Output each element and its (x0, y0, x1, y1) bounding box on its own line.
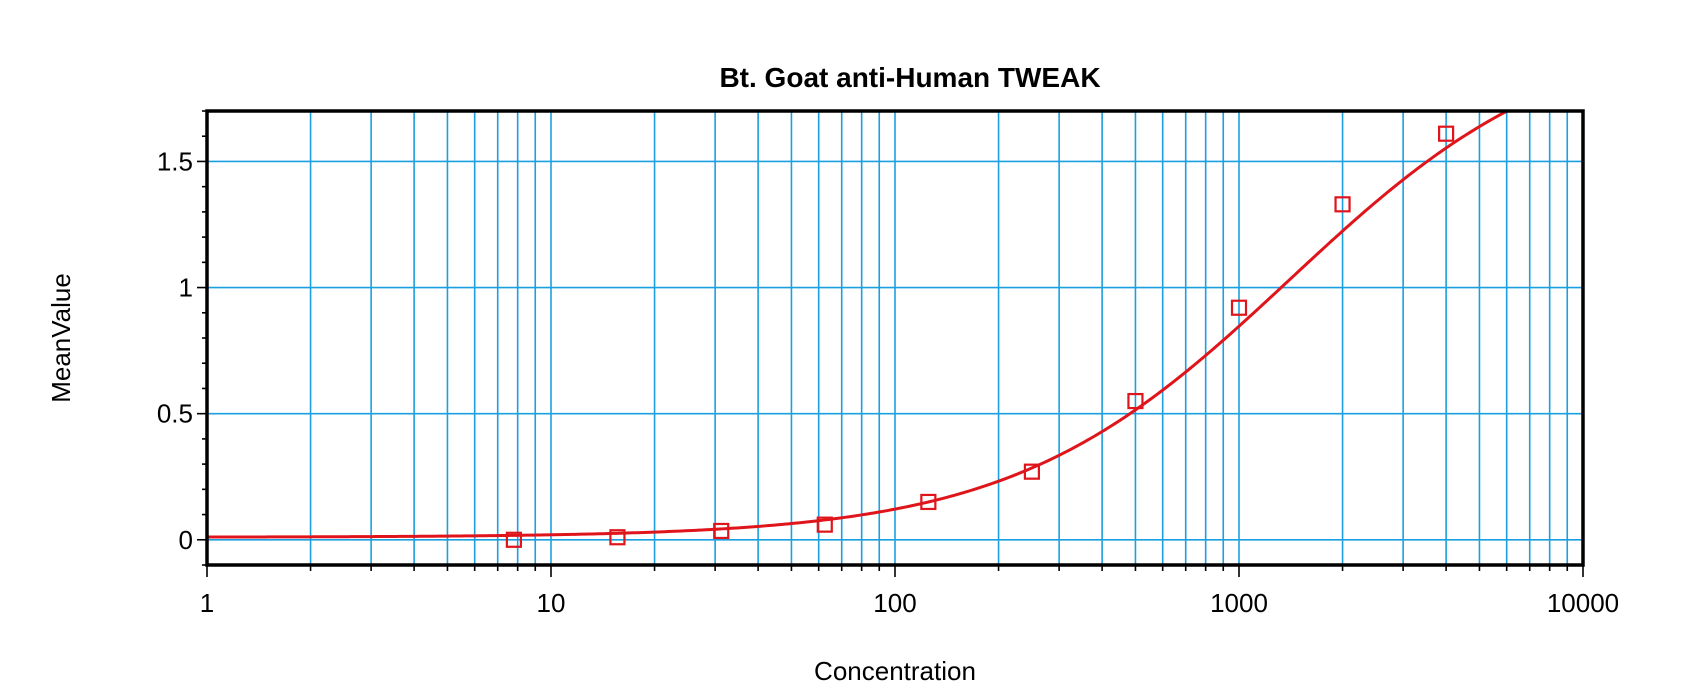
data-point (1023, 463, 1040, 480)
fit-curve-layer (206, 109, 1508, 539)
fit-curve (206, 109, 1508, 539)
data-point (505, 531, 522, 548)
x-axis-label: Concentration (814, 656, 976, 686)
grid (207, 111, 1583, 565)
y-tick-label: 0.5 (157, 399, 193, 429)
data-point (920, 493, 937, 511)
data-point (816, 516, 833, 533)
axis-ticks (197, 110, 1584, 577)
data-points (505, 125, 1455, 548)
x-tick-label: 10 (537, 588, 566, 618)
x-tick-label: 10000 (1547, 588, 1619, 618)
data-point (1127, 392, 1144, 410)
y-axis-label: MeanValue (46, 273, 76, 403)
data-point (1230, 299, 1248, 316)
x-axis-tick-labels: 1 10 100 1000 10000 (200, 588, 1619, 618)
x-tick-label: 1 (200, 588, 214, 618)
chart-title: Bt. Goat anti-Human TWEAK (719, 62, 1100, 93)
x-tick-label: 100 (873, 588, 916, 618)
data-point (1334, 196, 1351, 213)
y-tick-label: 1 (179, 273, 193, 303)
data-point (1438, 125, 1455, 142)
data-point (713, 522, 730, 540)
y-tick-label: 0 (179, 525, 193, 555)
data-point (609, 529, 626, 546)
y-tick-label: 1.5 (157, 146, 193, 176)
x-tick-label: 1000 (1210, 588, 1268, 618)
y-axis-tick-labels: 0 0.5 1 1.5 (157, 146, 193, 554)
